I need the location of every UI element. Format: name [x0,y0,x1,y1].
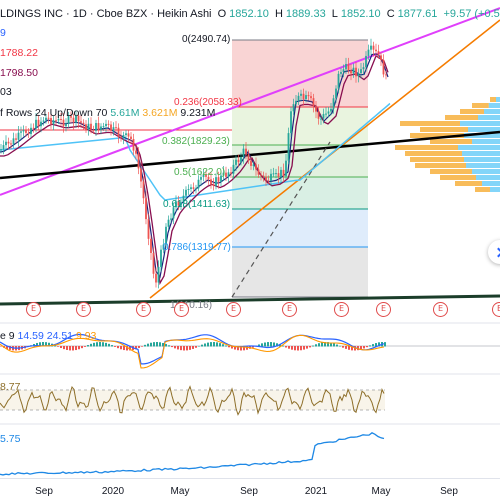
osc1-value-3: 9.93 [75,330,97,342]
volume-profile [395,97,500,192]
symbol-header[interactable]: LDINGS INC · 1D · Cboe BZX · Heikin Ashi… [0,8,500,21]
x-tick-label: Sep [440,486,458,497]
chevron-right-icon [493,247,500,257]
osc3-label: 5.75 [0,433,21,445]
x-tick-label: Sep [35,486,53,497]
fib-label-0236: 0.236(2058.33) [174,97,242,108]
earnings-icon[interactable]: E [174,302,189,317]
x-tick-label: Sep [240,486,258,497]
time-axis[interactable]: Sep 2020 May Sep 2021 May Sep [0,478,500,500]
earnings-icon[interactable]: E [26,302,41,317]
indicator-label-1: 9 [0,27,6,39]
earnings-icon[interactable]: E [136,302,151,317]
vp-total: 9.231M [180,107,216,119]
open-label: O [217,8,227,20]
indicator-price-3: 03 [0,86,12,98]
scroll-to-realtime-button[interactable] [488,240,500,264]
close-value: 1877.61 [397,8,438,20]
fib-label-1: 1(110.16) [170,300,213,311]
dashed-projection-line[interactable] [231,141,331,298]
oscillator-pane-2[interactable] [0,385,385,416]
fib-label-0: 0(2490.74) [182,34,231,45]
heikin-ashi-candles[interactable] [0,38,387,289]
oscillator-pane-3[interactable] [0,432,385,476]
oscillator-pane-1[interactable] [0,333,500,369]
vp-rows: f Rows 24 Up/Down 70 [0,107,108,119]
earnings-icon[interactable]: E [334,302,349,317]
earnings-icon[interactable]: E [433,302,448,317]
earnings-icon[interactable]: E [282,302,297,317]
volume-profile-label: f Rows 24 Up/Down 70 5.61M 3.621M 9.231M [0,107,215,119]
x-tick-label: 2020 [101,486,125,497]
osc1-value-2: 24.51 [46,330,74,342]
indicator-price-1: 1788.22 [0,47,38,59]
osc2-label: 8.77 [0,381,21,393]
earnings-icon[interactable]: E [376,302,391,317]
ma-sky-line [0,102,391,201]
x-tick-label: 2021 [304,486,328,497]
low-label: L [331,8,338,20]
earnings-icon[interactable]: E [492,302,500,317]
fib-label-0382: 0.382(1829.23) [162,136,230,147]
change-value: +9.57 (+0.51%) [443,8,500,20]
osc1-label: e 9 14.59 24.51 9.93 [0,330,96,342]
fib-label-05: 0.5(1622.0) [174,167,226,178]
fib-retracement[interactable] [232,39,368,298]
pink-trendline[interactable] [0,7,500,196]
indicator-price-2: 1798.50 [0,67,38,79]
fib-label-0618: 0.618(1411.63) [163,199,231,210]
osc1-name: e 9 [0,330,15,342]
earnings-icon[interactable]: E [226,302,241,317]
vp-up: 5.61M [110,107,140,119]
open-value: 1852.10 [229,8,269,20]
low-value: 1852.10 [340,8,381,20]
earnings-icon[interactable]: E [76,302,91,317]
osc1-value-1: 14.59 [17,330,44,342]
high-value: 1889.33 [285,8,326,20]
high-label: H [274,8,283,20]
x-tick-label: May [371,486,391,497]
fib-label-0786: 0.786(1319.77) [163,242,231,253]
x-tick-label: May [170,486,190,497]
close-label: C [386,8,395,20]
vp-down: 3.621M [142,107,178,119]
symbol-title[interactable]: LDINGS INC · 1D · Cboe BZX · Heikin Ashi [0,8,212,20]
